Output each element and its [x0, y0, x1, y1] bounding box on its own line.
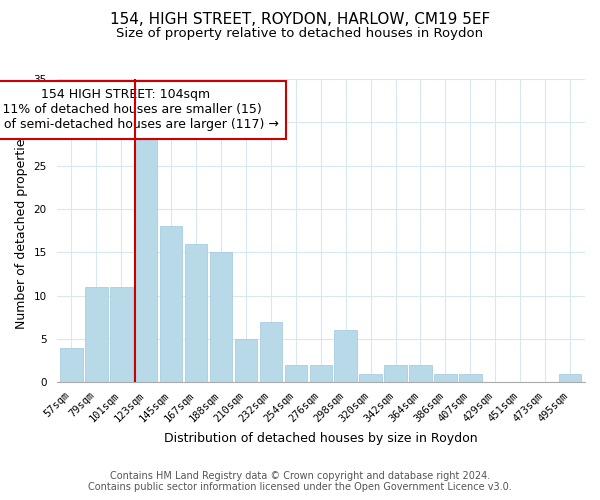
Text: Size of property relative to detached houses in Roydon: Size of property relative to detached ho…	[116, 28, 484, 40]
Bar	[135, 140, 157, 382]
Bar	[334, 330, 357, 382]
Bar	[409, 365, 431, 382]
Bar	[185, 244, 208, 382]
Bar	[359, 374, 382, 382]
X-axis label: Distribution of detached houses by size in Roydon: Distribution of detached houses by size …	[164, 432, 478, 445]
Bar	[310, 365, 332, 382]
Bar	[260, 322, 282, 382]
Bar	[434, 374, 457, 382]
Text: 154, HIGH STREET, ROYDON, HARLOW, CM19 5EF: 154, HIGH STREET, ROYDON, HARLOW, CM19 5…	[110, 12, 490, 28]
Bar	[110, 287, 133, 382]
Text: 154 HIGH STREET: 104sqm
← 11% of detached houses are smaller (15)
89% of semi-de: 154 HIGH STREET: 104sqm ← 11% of detache…	[0, 88, 278, 131]
Bar	[210, 252, 232, 382]
Bar	[160, 226, 182, 382]
Bar	[60, 348, 83, 382]
Y-axis label: Number of detached properties: Number of detached properties	[15, 132, 28, 329]
Bar	[85, 287, 107, 382]
Text: Contains HM Land Registry data © Crown copyright and database right 2024.
Contai: Contains HM Land Registry data © Crown c…	[88, 471, 512, 492]
Bar	[235, 339, 257, 382]
Bar	[284, 365, 307, 382]
Bar	[559, 374, 581, 382]
Bar	[385, 365, 407, 382]
Bar	[459, 374, 482, 382]
